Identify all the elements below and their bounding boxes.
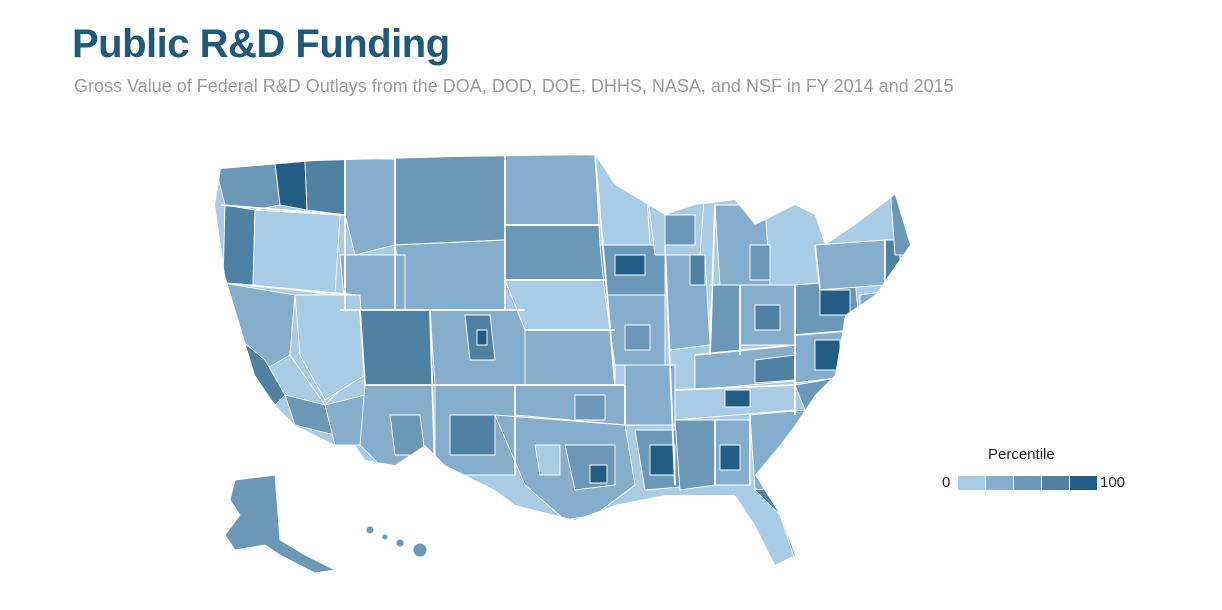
district-region	[874, 294, 894, 316]
district-region	[504, 224, 606, 281]
legend-swatch	[1042, 476, 1069, 490]
hawaii-island	[381, 533, 389, 541]
contiguous-us-districts	[215, 155, 910, 565]
district-region	[394, 155, 506, 246]
district-region	[359, 309, 436, 386]
district-region	[724, 389, 751, 408]
district-region	[709, 284, 741, 356]
district-region	[394, 239, 506, 311]
district-region	[859, 289, 896, 331]
hawaii-island	[365, 525, 375, 535]
district-region	[304, 158, 346, 216]
district-region	[749, 409, 811, 491]
district-region	[814, 339, 841, 371]
us-district-map	[195, 145, 915, 605]
district-region	[389, 414, 426, 456]
district-region	[504, 155, 601, 226]
district-region	[819, 289, 851, 316]
legend-title: Percentile	[988, 446, 1055, 463]
district-region	[252, 209, 341, 296]
alaska-district	[224, 474, 337, 574]
legend-swatch	[986, 476, 1013, 490]
page-subtitle: Gross Value of Federal R&D Outlays from …	[74, 76, 954, 96]
district-region	[449, 414, 496, 456]
state-borders	[220, 154, 886, 486]
legend-swatch	[958, 476, 985, 490]
hawaii	[365, 525, 428, 558]
legend-swatch	[1014, 476, 1041, 490]
hawaii-island	[412, 542, 428, 558]
hawaii-island	[395, 538, 405, 548]
district-region	[524, 329, 616, 386]
district-region	[215, 162, 281, 211]
district-region	[624, 364, 676, 426]
percentile-legend: Percentile 0 100	[938, 446, 1138, 496]
district-region	[534, 444, 561, 476]
district-region	[804, 409, 846, 446]
district-region	[754, 304, 781, 331]
legend-color-scale	[958, 476, 1098, 490]
district-region	[274, 160, 308, 211]
district-region	[689, 254, 706, 286]
district-region	[476, 329, 488, 346]
district-region	[749, 244, 771, 281]
district-region	[594, 155, 651, 246]
district-region	[664, 214, 696, 246]
district-region	[222, 204, 256, 286]
district-region	[344, 158, 396, 256]
district-region	[814, 239, 886, 291]
page-title: Public R&D Funding	[72, 22, 450, 66]
district-region	[614, 254, 646, 276]
legend-min-label: 0	[942, 474, 951, 491]
state-border-lines	[220, 154, 886, 486]
district-region	[674, 419, 716, 491]
district-region	[624, 324, 651, 351]
district-region	[719, 444, 741, 471]
map-svg	[215, 154, 910, 574]
legend-swatch	[1070, 476, 1097, 490]
district-region	[649, 444, 676, 476]
district-region	[574, 394, 606, 421]
district-region	[589, 464, 608, 484]
alaska	[224, 474, 337, 574]
legend-max-label: 100	[1100, 474, 1126, 491]
district-region	[799, 519, 818, 546]
district-region	[754, 354, 796, 384]
